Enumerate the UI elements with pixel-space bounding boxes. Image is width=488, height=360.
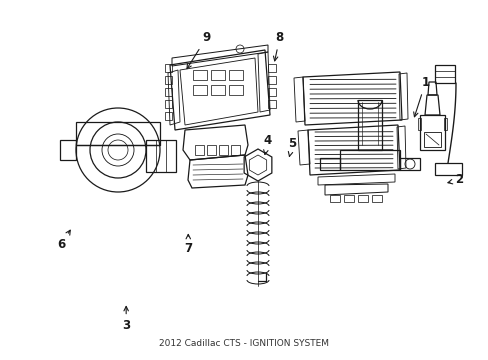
Text: 1: 1 — [413, 76, 428, 117]
Text: 7: 7 — [184, 234, 192, 255]
Text: 6: 6 — [57, 230, 70, 251]
Text: 3: 3 — [122, 306, 130, 332]
Text: 5: 5 — [288, 138, 296, 157]
Text: 8: 8 — [273, 31, 283, 61]
Text: 4: 4 — [263, 134, 271, 154]
Text: 9: 9 — [186, 31, 210, 69]
Text: 2012 Cadillac CTS - IGNITION SYSTEM: 2012 Cadillac CTS - IGNITION SYSTEM — [159, 339, 328, 348]
Text: 2: 2 — [447, 174, 463, 186]
